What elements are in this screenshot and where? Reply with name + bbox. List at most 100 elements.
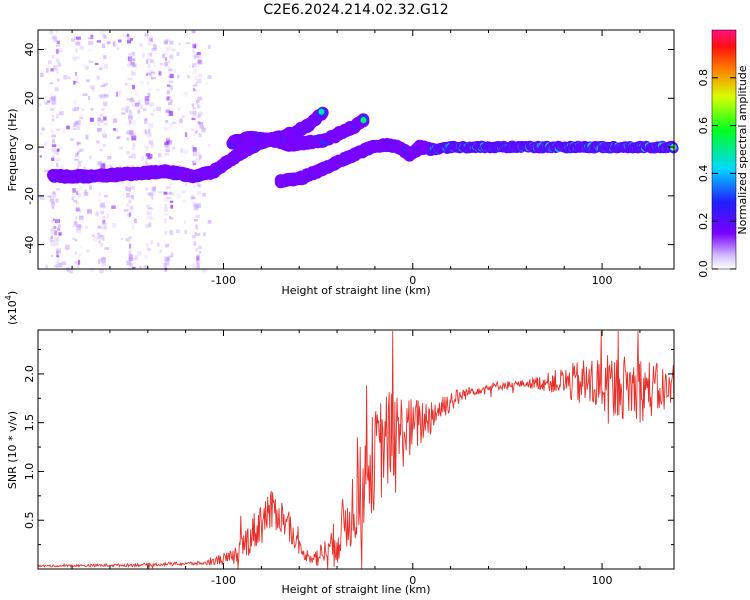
speckle xyxy=(145,243,149,248)
speckle xyxy=(89,155,92,160)
speckle xyxy=(171,253,174,258)
speckle xyxy=(103,83,108,86)
spectrogram-marks xyxy=(38,30,679,274)
speckle xyxy=(172,67,177,73)
speckle xyxy=(195,115,199,118)
speckle xyxy=(100,163,106,169)
speckle xyxy=(198,183,202,188)
speckle xyxy=(164,213,169,216)
speckle xyxy=(146,72,150,75)
speckle xyxy=(75,56,80,60)
speckle xyxy=(145,59,149,64)
speckle xyxy=(131,135,137,141)
x-tick-label: 100 xyxy=(592,574,613,587)
speckle xyxy=(50,240,55,243)
speckle xyxy=(76,201,79,204)
colorbar-tick-label: 0.6 xyxy=(697,117,710,135)
speckle xyxy=(110,164,113,169)
speckle xyxy=(176,52,180,56)
speckle xyxy=(128,110,133,116)
speckle xyxy=(153,62,156,66)
speckle xyxy=(99,31,105,35)
speckle xyxy=(175,229,180,233)
speckle xyxy=(97,235,103,240)
speckle xyxy=(97,259,101,265)
speckle xyxy=(51,148,56,153)
speckle xyxy=(65,244,70,250)
colorbar-label: Normalized spectral amplitude xyxy=(736,65,749,234)
speckle xyxy=(50,229,54,235)
speckle xyxy=(51,134,56,138)
speckle xyxy=(130,61,135,66)
speckle xyxy=(62,130,66,134)
speckle xyxy=(147,92,151,97)
spectrogram-x-axis-label: Height of straight line (km) xyxy=(281,284,430,297)
speckle xyxy=(72,225,77,228)
speckle xyxy=(128,236,132,239)
y-tick-label: -20 xyxy=(23,187,36,205)
speckle xyxy=(151,186,156,192)
speckle xyxy=(119,146,123,150)
speckle xyxy=(56,158,61,162)
speckle xyxy=(56,40,60,45)
speckle xyxy=(195,64,200,68)
speckle xyxy=(97,225,102,229)
speckle xyxy=(193,133,196,137)
speckle xyxy=(150,112,154,116)
speckle xyxy=(193,44,197,49)
speckle xyxy=(99,242,103,247)
speckle xyxy=(168,80,174,83)
speckle xyxy=(188,65,191,68)
speckle xyxy=(71,38,75,42)
speckle xyxy=(147,58,152,63)
speckle xyxy=(132,58,136,61)
speckle xyxy=(90,34,94,40)
speckle xyxy=(170,252,173,255)
speckle xyxy=(106,41,111,45)
speckle xyxy=(164,57,167,61)
speckle xyxy=(207,144,211,147)
speckle xyxy=(78,253,83,257)
speckle xyxy=(169,123,174,128)
speckle xyxy=(145,224,150,228)
speckle xyxy=(127,39,132,44)
speckle xyxy=(149,217,154,221)
speckle xyxy=(145,147,149,152)
speckle xyxy=(185,136,189,140)
speckle xyxy=(128,257,134,261)
speckle xyxy=(85,65,89,70)
speckle xyxy=(168,139,172,145)
speckle xyxy=(82,64,87,70)
speckle xyxy=(169,40,174,45)
speckle xyxy=(198,155,202,160)
speckle xyxy=(163,143,167,147)
speckle xyxy=(198,251,202,254)
speckle xyxy=(98,94,103,98)
speckle xyxy=(99,234,104,237)
speckle xyxy=(50,107,55,111)
x-tick-label: 0 xyxy=(409,574,416,587)
speckle xyxy=(166,84,171,87)
speckle xyxy=(77,259,81,265)
speckle xyxy=(78,225,83,229)
speckle xyxy=(113,127,116,131)
speckle xyxy=(192,110,197,116)
speckle xyxy=(75,75,79,81)
speckle xyxy=(130,164,135,168)
speckle xyxy=(51,55,55,59)
speckle xyxy=(164,231,168,235)
speckle xyxy=(79,116,83,120)
speckle xyxy=(104,247,109,250)
speckle xyxy=(72,124,76,128)
speckle xyxy=(46,68,49,73)
speckle xyxy=(192,263,196,268)
speckle xyxy=(75,41,81,46)
speckle xyxy=(194,204,200,209)
speckle xyxy=(50,130,54,133)
speckle xyxy=(44,101,49,105)
speckle xyxy=(201,268,205,273)
speckle xyxy=(56,128,60,131)
speckle xyxy=(156,88,160,91)
speckle xyxy=(196,190,201,195)
speckle xyxy=(116,93,121,98)
